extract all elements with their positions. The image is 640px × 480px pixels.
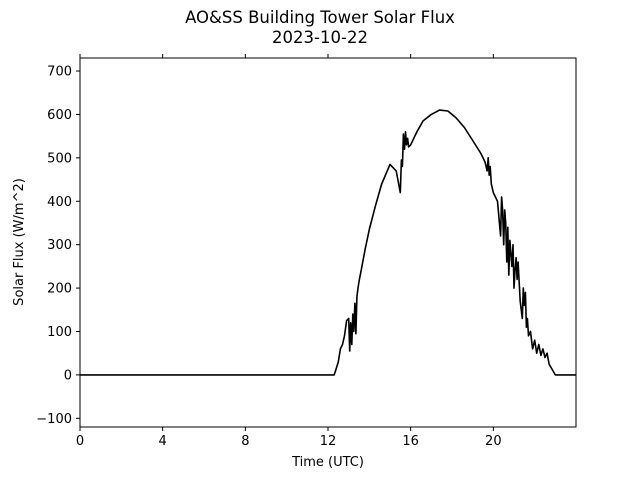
y-tick-label: 400 — [47, 195, 72, 210]
chart-title: AO&SS Building Tower Solar Flux — [185, 8, 455, 27]
y-tick-label: 300 — [47, 238, 72, 253]
x-axis-label: Time (UTC) — [291, 455, 364, 470]
y-tick-label: 700 — [47, 65, 72, 80]
x-tick-label: 4 — [159, 434, 167, 449]
x-tick-label: 0 — [76, 434, 84, 449]
solar-flux-line — [80, 109, 576, 376]
y-tick-label: 600 — [47, 108, 72, 123]
y-tick-label: −100 — [36, 412, 72, 427]
x-tick-label: 12 — [320, 434, 337, 449]
y-tick-label: 200 — [47, 282, 72, 297]
y-tick-label: 0 — [64, 368, 72, 383]
axis-ticks: 0 4 8 12 16 20 −100 0 100 200 300 400 500 600 700 — [36, 54, 502, 449]
x-tick-label: 8 — [241, 434, 249, 449]
y-axis-label: Solar Flux (W/m^2) — [12, 178, 27, 306]
plot-frame — [79, 57, 577, 428]
chart-subtitle: 2023-10-22 — [272, 28, 368, 47]
y-tick-label: 100 — [47, 325, 72, 340]
y-tick-label: 500 — [47, 151, 72, 166]
x-tick-label: 20 — [485, 434, 502, 449]
x-tick-label: 16 — [402, 434, 419, 449]
